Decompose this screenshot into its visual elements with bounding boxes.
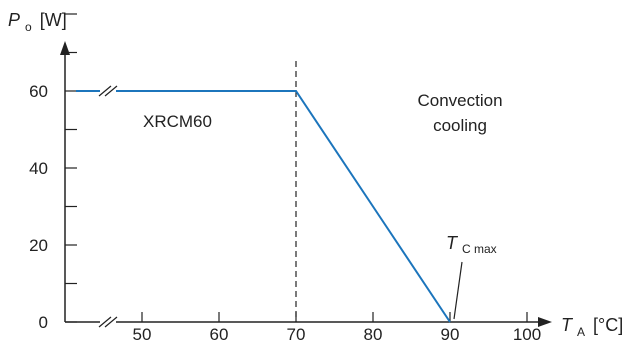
y-axis-subscript: o: [25, 20, 32, 34]
y-tick-label: 0: [39, 313, 48, 332]
x-tick-label: 80: [364, 325, 383, 344]
x-axis-symbol: T: [561, 315, 574, 335]
y-axis-unit: [W]: [40, 10, 67, 30]
tcmax-pointer: [453, 261, 463, 320]
y-minor-ticks: [65, 13, 77, 285]
x-axis-unit: [°C]: [593, 315, 623, 335]
tcmax-label: T C max: [446, 233, 497, 256]
x-axis-subscript: A: [577, 325, 585, 339]
series-label: XRCM60: [143, 112, 212, 131]
series-line-xrcm60: [76, 90, 451, 323]
break-gap: [100, 85, 116, 97]
break-slash: [98, 316, 112, 328]
y-tick-label: 40: [29, 159, 48, 178]
series-break-mark: [98, 85, 118, 97]
break-gap: [100, 316, 116, 328]
x-tick-label: 50: [133, 325, 152, 344]
break-slash: [104, 316, 118, 328]
x-tick-label: 70: [287, 325, 306, 344]
tcmax-symbol: T: [446, 233, 459, 253]
y-tick-label: 20: [29, 236, 48, 255]
x-ticks: 50 60 70 80 90 100: [133, 312, 541, 344]
y-axis-title: P o [W]: [8, 10, 67, 35]
break-slash: [104, 85, 118, 97]
x-axis-arrow: [538, 317, 552, 327]
tcmax-subscript: C max: [462, 242, 497, 256]
x-axis-title: T A [°C]: [561, 315, 623, 340]
x-tick-label: 100: [513, 325, 541, 344]
x-tick-label: 90: [441, 325, 460, 344]
break-slash: [98, 85, 112, 97]
y-ticks: 0 20 40 60: [29, 82, 77, 332]
y-tick-label: 60: [29, 82, 48, 101]
axis-break-marks: [98, 85, 118, 328]
y-axis-arrow: [60, 41, 70, 55]
x-axis-break-mark: [98, 316, 118, 328]
x-tick-label: 60: [210, 325, 229, 344]
convection-label-line1: Convection: [417, 91, 502, 110]
convection-label-line2: cooling: [433, 116, 487, 135]
axes: [60, 41, 552, 327]
y-axis-symbol: P: [8, 10, 20, 30]
